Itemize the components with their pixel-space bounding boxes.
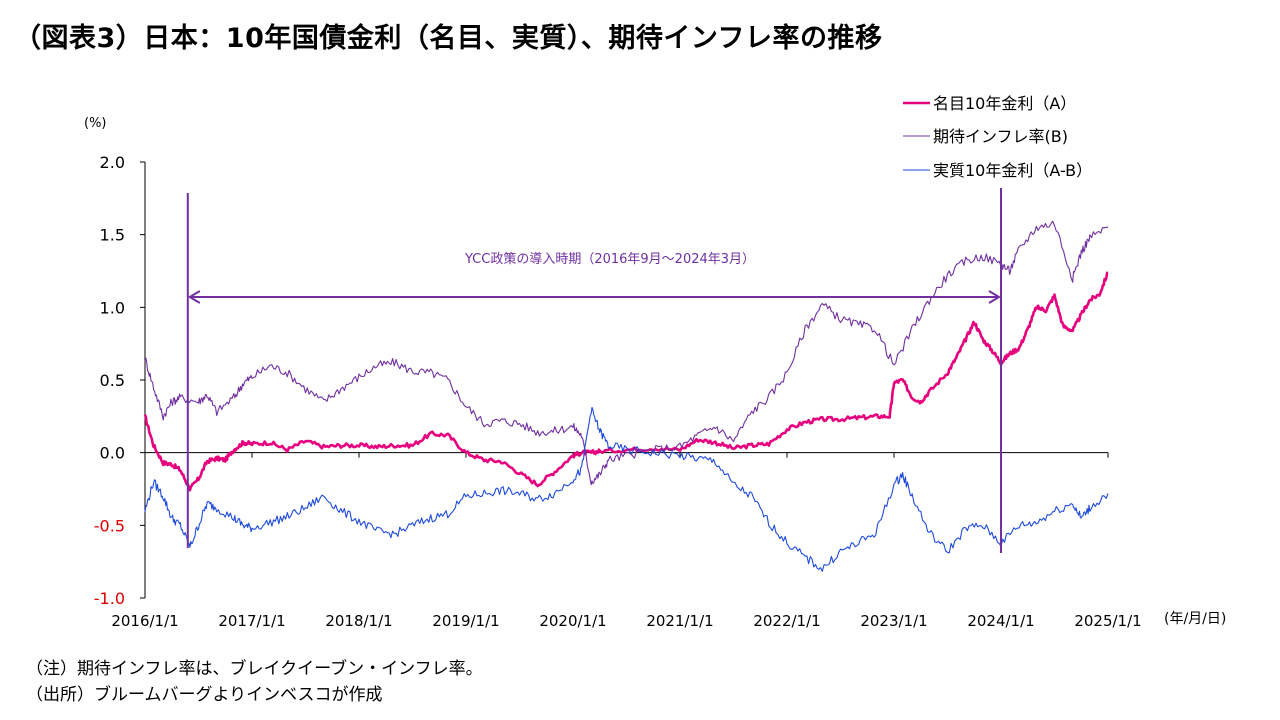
ycc-arrow-left-head xyxy=(187,290,201,304)
x-tick-label: 2019/1/1 xyxy=(432,612,499,630)
x-tick-label: 2021/1/1 xyxy=(646,612,713,630)
ycc-arrow-right-head xyxy=(988,290,1001,304)
x-axis-unit-label: (年/月/日) xyxy=(1164,611,1226,627)
y-tick-label: 0.5 xyxy=(100,371,125,390)
x-tick-label: 2024/1/1 xyxy=(967,612,1034,630)
x-tick-label: 2023/1/1 xyxy=(860,612,927,630)
y-tick-label: 0.0 xyxy=(100,444,125,463)
y-axis-unit-label: (%) xyxy=(84,116,107,131)
note-explanation: （注）期待インフレ率は、ブレイクイーブン・インフレ率。 xyxy=(26,659,483,679)
y-tick-label: 1.0 xyxy=(100,298,125,317)
x-tick-label: 2016/1/1 xyxy=(111,612,178,630)
note-source: （出所）ブルームバーグよりインベスコが作成 xyxy=(26,685,383,705)
legend-label: 期待インフレ率(B) xyxy=(933,127,1068,146)
series-expected-inflation-line xyxy=(144,220,1109,486)
y-tick-label: -1.0 xyxy=(94,589,125,608)
legend-label: 実質10年金利（A-B） xyxy=(933,161,1092,180)
y-tick-label: 1.5 xyxy=(100,226,125,245)
y-tick-label: -0.5 xyxy=(94,516,125,535)
series-nominal-yield-line xyxy=(143,271,1109,492)
x-tick-label: 2017/1/1 xyxy=(218,612,285,630)
y-tick-label: 2.0 xyxy=(100,153,125,172)
legend-label: 名目10年金利（A） xyxy=(933,94,1076,113)
x-tick-label: 2018/1/1 xyxy=(325,612,392,630)
chart-title: （図表3）日本：10年国債金利（名目、実質）、期待インフレ率の推移 xyxy=(14,23,883,54)
x-tick-label: 2025/1/1 xyxy=(1074,612,1141,630)
series-real-yield-line xyxy=(144,406,1109,572)
x-tick-label: 2022/1/1 xyxy=(753,612,820,630)
x-tick-label: 2020/1/1 xyxy=(539,612,606,630)
ycc-annotation-label: YCC政策の導入時期（2016年9月～2024年3月） xyxy=(464,251,755,267)
